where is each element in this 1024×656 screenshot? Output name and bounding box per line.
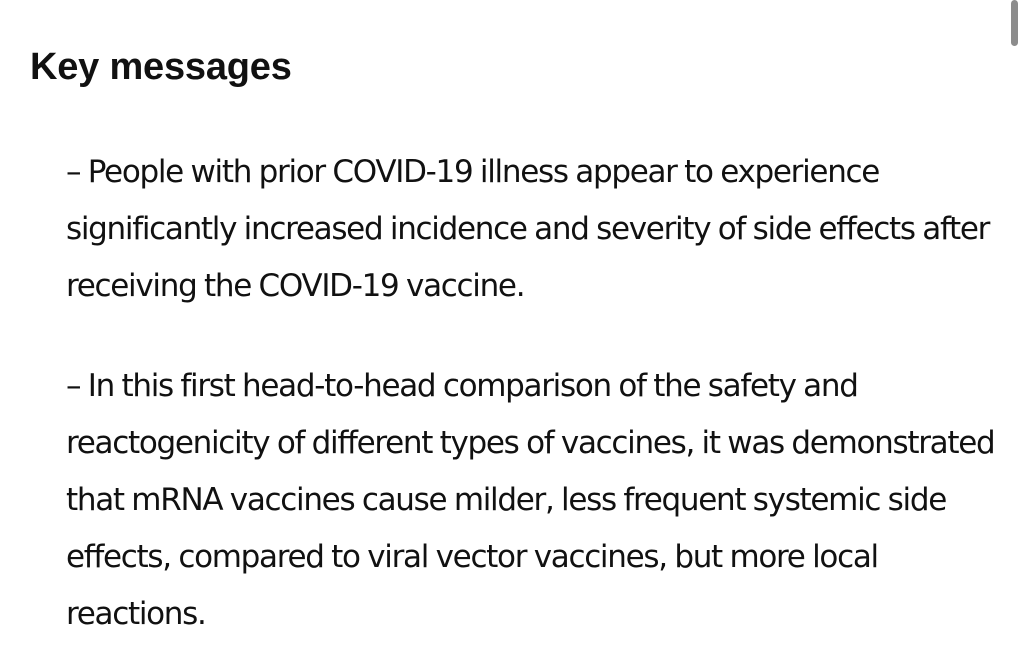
section-heading: Key messages (30, 46, 292, 88)
vertical-scrollbar[interactable] (1011, 0, 1018, 46)
key-message-2: – In this first head-to-head comparison … (66, 368, 996, 632)
key-message-1: – People with prior COVID-19 illness app… (66, 154, 990, 304)
